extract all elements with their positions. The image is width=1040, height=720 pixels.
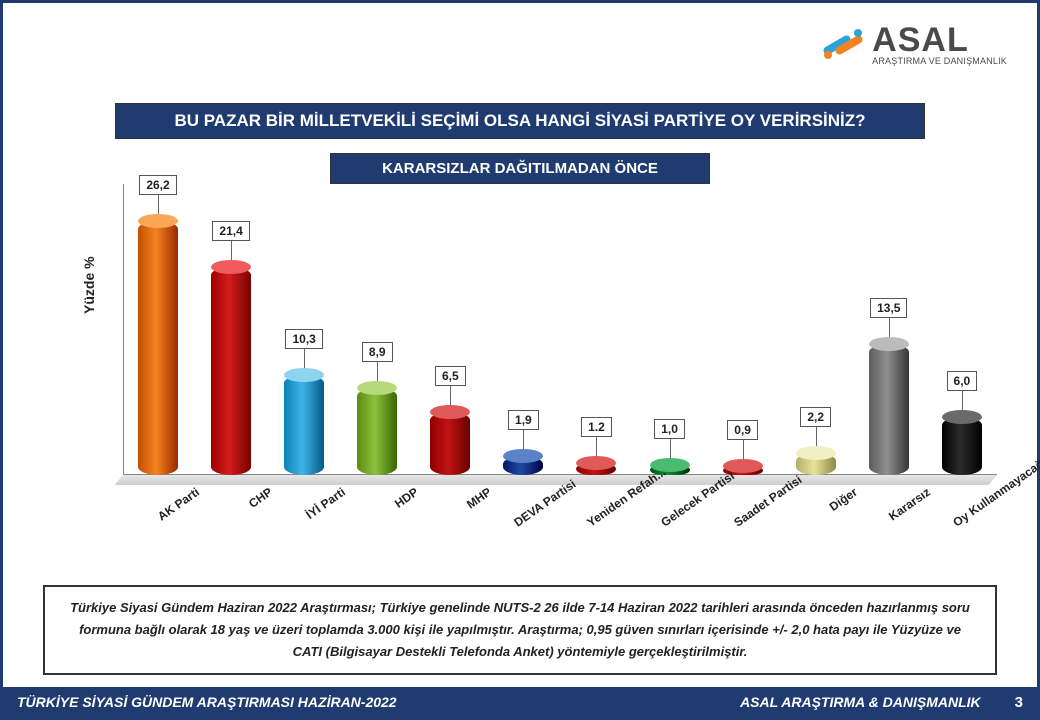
logo: ASAL ARAŞTIRMA VE DANIŞMANLIK: [820, 21, 1007, 67]
bar-body: [138, 221, 178, 475]
bar-slot: 6,0: [933, 417, 991, 475]
bar-slot: 21,4: [202, 267, 260, 475]
bar-value-label: 8,9: [362, 342, 393, 362]
bar-slot: 6,5: [421, 412, 479, 475]
bar-value-label: 6,5: [435, 366, 466, 386]
bar-slot: 10,3: [275, 375, 333, 475]
logo-tagline: ARAŞTIRMA VE DANIŞMANLIK: [872, 57, 1007, 66]
bar-value-label: 10,3: [285, 329, 322, 349]
x-label: Gelecek Partisi: [651, 475, 756, 590]
bar-value-label: 2,2: [800, 407, 831, 427]
logo-mark-icon: [820, 21, 866, 67]
bar-slot: 8,9: [348, 388, 406, 474]
x-label: Yeniden Refah...: [578, 475, 683, 590]
bar-top: [869, 337, 909, 351]
bar: [796, 453, 836, 474]
question-title: BU PAZAR BİR MİLLETVEKİLİ SEÇİMİ OLSA HA…: [115, 103, 925, 139]
footer-right: ASAL ARAŞTIRMA & DANIŞMANLIK: [740, 694, 981, 710]
bar: [138, 221, 178, 475]
bar-body: [942, 417, 982, 475]
bar: [942, 417, 982, 475]
x-labels: AK PartiCHPİYİ PartiHDPMHPDEVA PartisiYe…: [123, 475, 997, 575]
bar-slot: 26,2: [129, 221, 187, 475]
bar-body: [430, 412, 470, 475]
bar-body: [211, 267, 251, 475]
footer-left: TÜRKİYE SİYASİ GÜNDEM ARAŞTIRMASI HAZİRA…: [17, 694, 740, 710]
bar: [869, 344, 909, 475]
bar: [576, 463, 616, 475]
bar-body: [357, 388, 397, 474]
bar-top: [284, 368, 324, 382]
y-axis-label: Yüzde %: [81, 256, 97, 314]
logo-text: ASAL ARAŞTIRMA VE DANIŞMANLIK: [872, 23, 1007, 66]
bar: [357, 388, 397, 474]
bar-value-label: 1,9: [508, 410, 539, 430]
bar-slot: 1,9: [494, 456, 552, 474]
bar-body: [869, 344, 909, 475]
bar-top: [942, 410, 982, 424]
bar: [503, 456, 543, 474]
subtitle: KARARSIZLAR DAĞITILMADAN ÖNCE: [330, 153, 710, 184]
bar-slot: 1.2: [567, 463, 625, 475]
logo-name: ASAL: [872, 23, 1007, 57]
slide: ASAL ARAŞTIRMA VE DANIŞMANLIK BU PAZAR B…: [0, 0, 1040, 720]
chart: Yüzde % 26,2 21,4 10,3 8,9 6,5 1,9 1.2 1,0 0,9 2,…: [33, 184, 1007, 585]
bars-container: 26,2 21,4 10,3 8,9 6,5 1,9 1.2 1,0 0,9 2,2 13,5 6,0: [123, 184, 997, 475]
bar-value-label: 13,5: [870, 298, 907, 318]
bar-value-label: 0,9: [727, 420, 758, 440]
bar-value-label: 26,2: [139, 175, 176, 195]
bar: [211, 267, 251, 475]
bar-body: [284, 375, 324, 475]
bar-slot: 2,2: [787, 453, 845, 474]
footer: TÜRKİYE SİYASİ GÜNDEM ARAŞTIRMASI HAZİRA…: [3, 687, 1037, 717]
bar: [430, 412, 470, 475]
page-number: 3: [1015, 694, 1023, 711]
bar-value-label: 1.2: [581, 417, 612, 437]
bar-value-label: 21,4: [212, 221, 249, 241]
bar-value-label: 1,0: [654, 419, 685, 439]
bar-top: [430, 405, 470, 419]
methodology-note: Türkiye Siyasi Gündem Haziran 2022 Araşt…: [43, 585, 997, 675]
x-label: Saadet Partisi: [724, 475, 829, 590]
bar-slot: 13,5: [860, 344, 918, 475]
bar: [284, 375, 324, 475]
bar-value-label: 6,0: [947, 371, 978, 391]
bar-top: [138, 214, 178, 228]
